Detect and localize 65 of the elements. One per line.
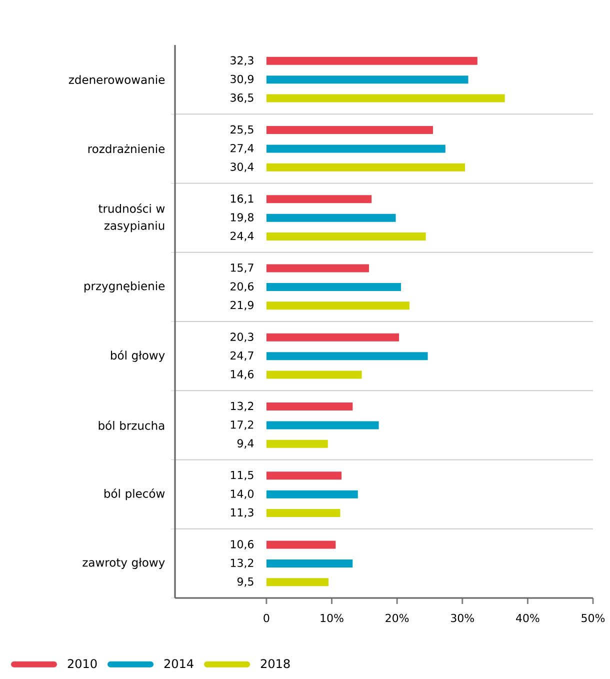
data-label: 17,2: [230, 420, 254, 430]
bar: [266, 352, 428, 360]
data-label: 11,3: [230, 508, 254, 518]
bar: [266, 302, 410, 310]
data-label: 30,4: [230, 162, 254, 172]
y-tick-label: rozdrażnienie: [88, 144, 165, 154]
data-label: 13,2: [230, 558, 254, 568]
bar: [266, 232, 426, 240]
bar: [266, 144, 446, 153]
y-tick-label: ból brzucha: [98, 420, 164, 430]
data-label: 24,7: [230, 351, 254, 361]
data-label: 32,3: [230, 56, 254, 66]
x-tick-label: 0: [264, 614, 270, 622]
y-tick-label: przygnębienie: [84, 281, 165, 292]
bar: [266, 94, 505, 102]
bar: [266, 508, 340, 517]
data-label: 19,8: [230, 213, 254, 223]
bar: [266, 195, 372, 204]
data-label: 10,6: [230, 540, 254, 550]
bar: [266, 76, 468, 84]
legend-label: 2010: [68, 659, 97, 668]
bar: [266, 440, 328, 448]
bar: [266, 490, 358, 498]
bar: [266, 126, 433, 134]
bar: [266, 578, 328, 586]
x-tick-label: 40%: [516, 614, 540, 622]
data-label: 14,0: [230, 490, 254, 500]
data-label: 24,4: [230, 232, 254, 242]
bar: [266, 214, 396, 222]
bar: [266, 333, 400, 342]
data-label: 16,1: [230, 194, 254, 204]
bar: [266, 370, 362, 379]
data-label: 15,7: [230, 264, 254, 273]
x-tick-label: 30%: [450, 614, 474, 622]
data-label: 36,5: [230, 93, 254, 103]
data-label: 27,4: [230, 144, 254, 154]
data-label: 11,5: [230, 471, 254, 480]
bar: [266, 282, 401, 291]
y-tick-label: trudności w zasypianiu: [98, 203, 165, 232]
y-tick-label: ból pleców: [104, 488, 165, 500]
data-label: 30,9: [230, 74, 254, 84]
x-tick-label: 10%: [320, 614, 344, 622]
data-label: 9,5: [237, 577, 254, 587]
bar: [266, 472, 342, 480]
bar: [266, 163, 465, 172]
bar: [266, 264, 369, 272]
data-label: 14,6: [230, 370, 254, 380]
x-tick-label: 20%: [386, 614, 409, 622]
bar: [266, 559, 353, 568]
x-tick-label: 50%: [582, 614, 605, 622]
legend-label: 2018: [260, 659, 290, 668]
data-label: 20,6: [230, 282, 254, 292]
y-tick-label: ból głowy: [111, 350, 165, 362]
data-label: 25,5: [230, 125, 254, 135]
bar: [266, 56, 478, 65]
y-tick-label: zawroty głowy: [82, 558, 165, 569]
data-label: 21,9: [230, 300, 254, 310]
data-label: 9,4: [237, 439, 254, 449]
bar: [266, 402, 353, 411]
bar: [266, 421, 379, 430]
y-tick-label: zdenerowowanie: [68, 75, 165, 84]
legend-label: 2014: [164, 659, 194, 668]
data-label: 13,2: [230, 402, 254, 412]
data-label: 20,3: [230, 332, 254, 342]
bar: [266, 540, 336, 549]
